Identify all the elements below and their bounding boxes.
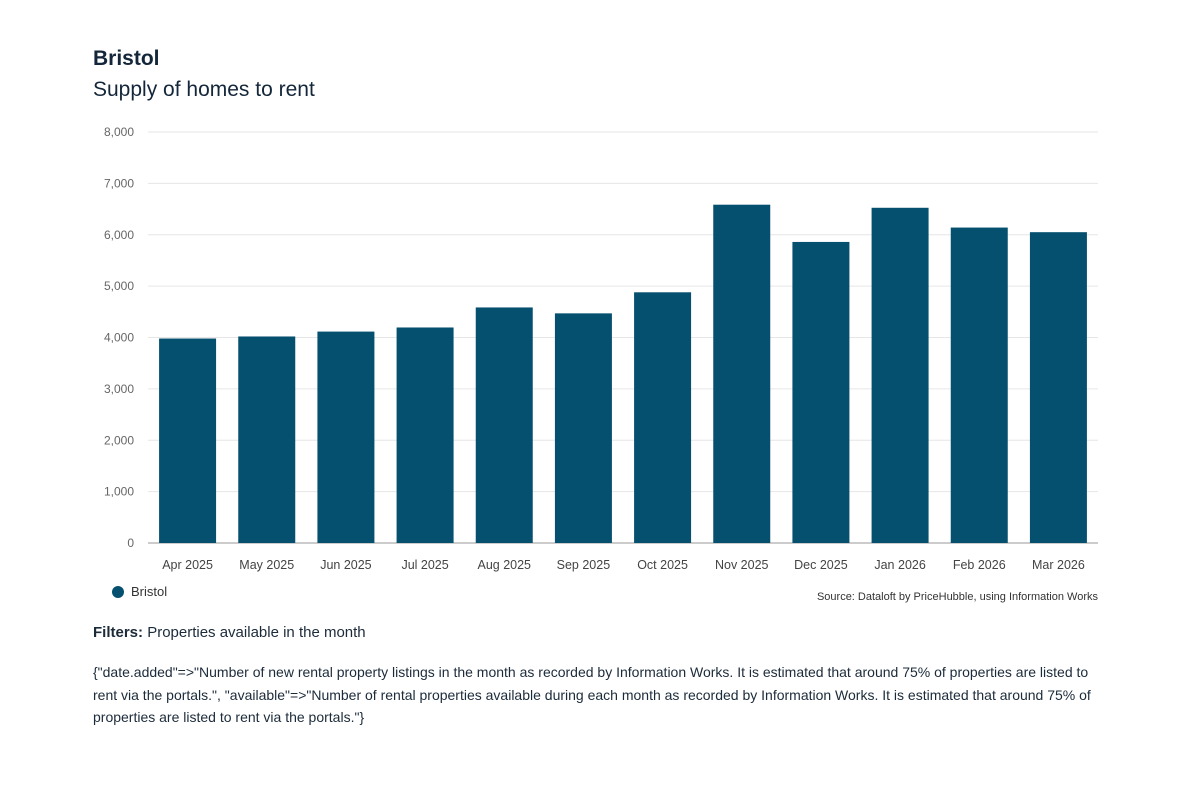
y-tick-label: 1,000 [104,485,134,499]
x-tick-label: Oct 2025 [637,558,688,572]
x-tick-label: Apr 2025 [162,558,213,572]
bar-apr-2025 [159,338,217,543]
bar-mar-2026 [1029,232,1087,543]
legend[interactable]: Bristol [112,584,167,599]
x-tick-label: Mar 2026 [1032,558,1085,572]
legend-marker [112,585,124,598]
bar-jan-2026 [871,207,929,543]
y-tick-label: 8,000 [104,125,134,139]
bar-feb-2026 [950,227,1008,543]
x-tick-label: Jul 2025 [401,558,448,572]
bar-may-2025 [238,336,296,543]
chart-title: Bristol [93,47,160,70]
x-tick-label: Sep 2025 [557,558,611,572]
x-tick-label: Feb 2026 [953,558,1006,572]
bar-nov-2025 [713,204,771,543]
bar-sep-2025 [554,313,612,543]
source-note: Source: Dataloft by PriceHubble, using I… [816,591,1098,603]
y-tick-label: 2,000 [104,433,134,447]
y-tick-label: 4,000 [104,331,134,345]
filters-label: Filters: [93,624,144,641]
filters: Filters: Properties available in the mon… [93,624,366,641]
x-tick-label: Dec 2025 [794,558,848,572]
x-tick-label: Jun 2025 [320,558,371,572]
x-tick-label: Aug 2025 [477,558,531,572]
x-tick-label: Nov 2025 [715,558,769,572]
legend-label: Bristol [131,584,168,599]
bar-jul-2025 [396,327,454,543]
y-tick-label: 7,000 [104,176,134,190]
x-tick-label: Jan 2026 [874,558,925,572]
y-tick-label: 3,000 [104,382,134,396]
y-tick-label: 5,000 [104,279,134,293]
chart-subtitle: Supply of homes to rent [93,78,315,101]
bar-dec-2025 [792,241,850,543]
y-tick-label: 0 [127,536,134,550]
bar-oct-2025 [634,292,692,543]
filters-value: Properties available in the month [147,624,366,641]
definitions-note: {"date.added"=>"Number of new rental pro… [93,664,1091,725]
y-tick-label: 6,000 [104,228,134,242]
x-tick-label: May 2025 [239,558,294,572]
bar-jun-2025 [317,331,375,543]
bar-aug-2025 [475,307,533,543]
